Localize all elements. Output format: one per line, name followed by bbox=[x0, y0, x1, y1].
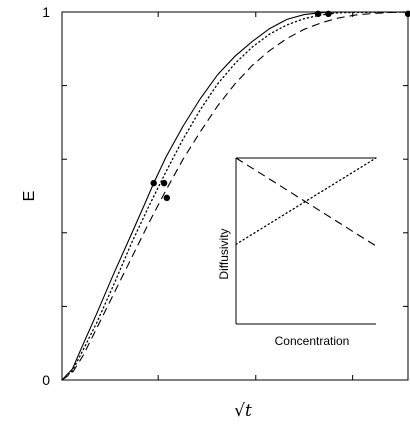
series-solid-line bbox=[61, 11, 408, 381]
inset-background bbox=[234, 156, 378, 326]
marker-0 bbox=[150, 179, 157, 187]
inset-x-axis-label: Concentration bbox=[275, 334, 350, 348]
marker-3 bbox=[314, 10, 322, 18]
y-axis-label: E bbox=[21, 191, 38, 202]
x-axis-label: √t bbox=[234, 401, 252, 421]
inset-chart bbox=[234, 156, 378, 326]
y-tick-label-0: 0 bbox=[42, 372, 50, 388]
y-tick-label-1: 1 bbox=[42, 4, 50, 20]
series-dashed-line bbox=[61, 11, 409, 381]
marker-4 bbox=[325, 10, 332, 18]
marker-2 bbox=[163, 194, 171, 202]
series-dotted-line bbox=[61, 11, 409, 381]
main-markers-group bbox=[150, 10, 410, 202]
inset-series-dashed-line bbox=[235, 157, 377, 247]
marker-5 bbox=[404, 10, 410, 18]
inset-y-axis-label: Diffusivity bbox=[217, 228, 231, 279]
marker-1 bbox=[160, 179, 168, 187]
main-series-group bbox=[61, 11, 409, 381]
plot-frame bbox=[61, 11, 409, 381]
